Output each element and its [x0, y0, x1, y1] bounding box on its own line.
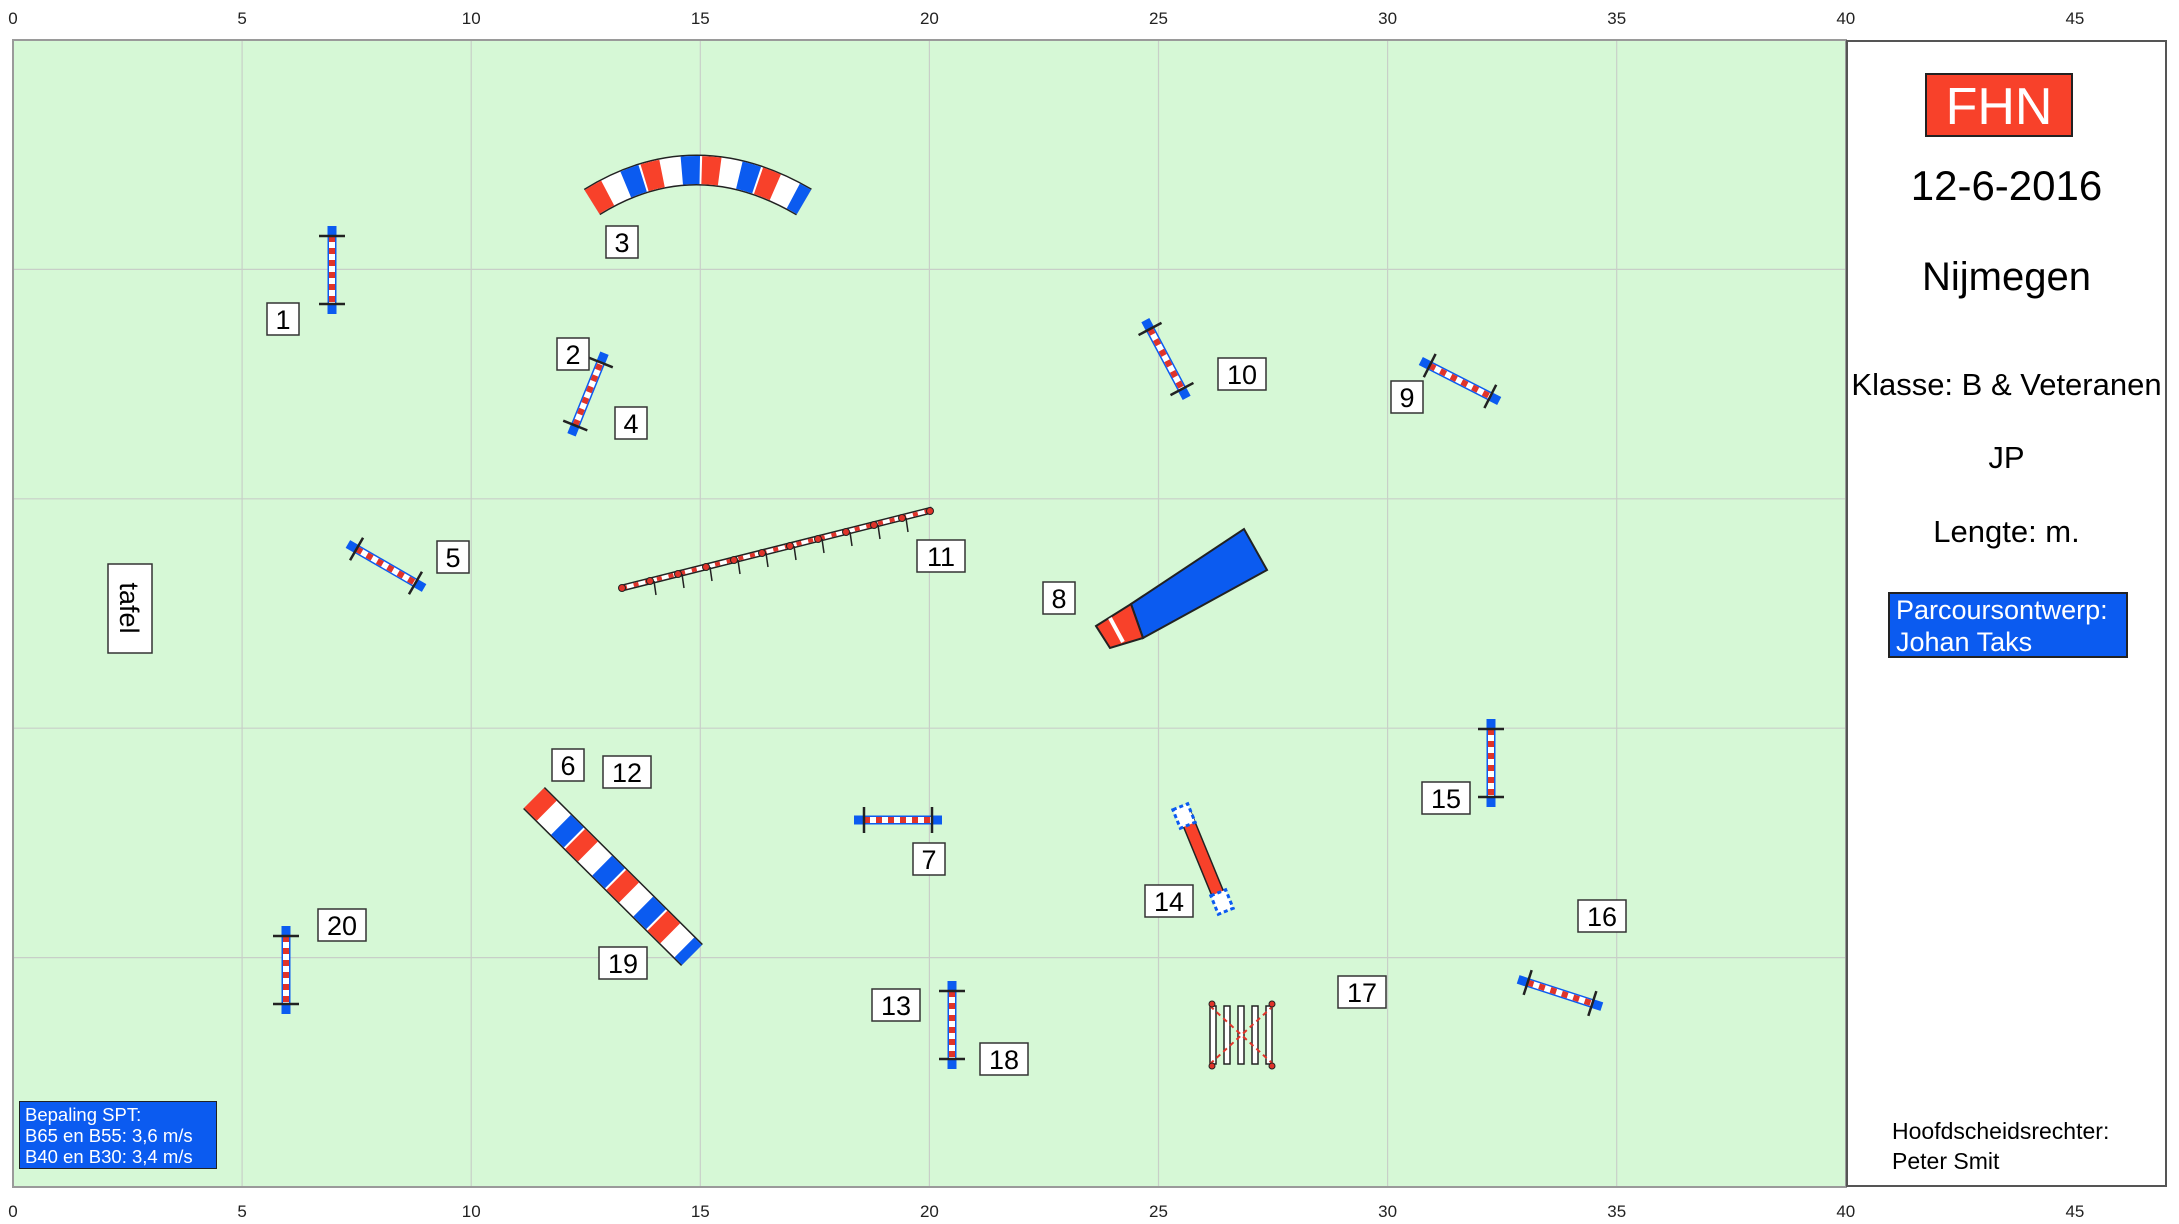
obstacle-number-text: 12 — [612, 758, 642, 788]
walk-19[interactable] — [523, 787, 703, 966]
obstacle-number-13: 13 — [871, 988, 921, 1022]
course-type-text: JP — [1988, 440, 2025, 475]
location-text: Nijmegen — [1922, 255, 2091, 299]
bottom-axis-tick-label: 5 — [237, 1202, 246, 1221]
obstacle-number-text: 1 — [275, 305, 290, 335]
obstacle-number-1: 1 — [266, 302, 300, 336]
top-axis-tick-label: 30 — [1378, 9, 1397, 28]
spt-title: Bepaling SPT: — [25, 1104, 142, 1125]
bottom-axis-tick-label: 35 — [1607, 1202, 1626, 1221]
obstacle-number-6: 6 — [551, 748, 585, 782]
info-panel: FHN 12-6-2016 Nijmegen Klasse: B & Veter… — [1846, 40, 2167, 1187]
bottom-axis-tick-label: 10 — [462, 1202, 481, 1221]
obstacle-number-4: 4 — [614, 406, 648, 440]
obstacle-number-5: 5 — [436, 540, 470, 574]
spt-box: Bepaling SPT: B65 en B55: 3,6 m/s B40 en… — [19, 1101, 217, 1169]
obstacle-number-11: 11 — [916, 539, 966, 573]
obstacle-number-text: 3 — [614, 228, 629, 258]
obstacle-number-text: 8 — [1051, 584, 1066, 614]
weave-17[interactable] — [1208, 1000, 1276, 1070]
judge-block: Hoofdscheidsrechter: Peter Smit — [1892, 1116, 2109, 1176]
obstacle-number-text: 20 — [327, 911, 357, 941]
obstacle-number-text: 13 — [881, 991, 911, 1021]
top-axis: 0 5 10 15 20 25 30 35 40 45 — [8, 9, 2084, 28]
top-axis-tick-label: 25 — [1149, 9, 1168, 28]
obstacle-number-text: 11 — [927, 542, 955, 572]
bottom-axis-tick-label: 25 — [1149, 1202, 1168, 1221]
obstacle-number-19: 19 — [598, 946, 648, 980]
top-axis-tick-label: 0 — [8, 9, 17, 28]
obstacle-number-text: 17 — [1347, 978, 1377, 1008]
bottom-axis-tick-label: 15 — [691, 1202, 710, 1221]
obstacle-number-text: 6 — [560, 751, 575, 781]
bottom-axis-tick-label: 20 — [920, 1202, 939, 1221]
grid-lines — [14, 41, 1845, 1186]
length-text: Lengte: m. — [1933, 514, 2080, 549]
date-text: 12-6-2016 — [1910, 162, 2103, 209]
tunnel-8[interactable] — [1094, 527, 1269, 650]
obstacle-number-14: 14 — [1144, 884, 1194, 918]
long-jump-11[interactable] — [618, 506, 934, 596]
top-axis-tick-label: 10 — [462, 9, 481, 28]
obstacle-number-17: 17 — [1337, 975, 1387, 1009]
designer-box: Parcoursontwerp: Johan Taks — [1888, 592, 2128, 658]
obstacle-number-7: 7 — [912, 842, 946, 876]
designer-title: Parcoursontwerp: — [1896, 595, 2108, 625]
bottom-axis-tick-label: 45 — [2065, 1202, 2084, 1221]
bottom-axis-tick-label: 0 — [8, 1202, 17, 1221]
table-tafel[interactable]: tafel — [107, 563, 153, 654]
obstacle-number-text: 15 — [1431, 784, 1461, 814]
tire-14[interactable] — [1170, 801, 1236, 917]
bottom-axis-tick-label: 40 — [1836, 1202, 1855, 1221]
obstacle-number-text: 7 — [921, 845, 936, 875]
obstacle-number-text: 9 — [1399, 383, 1414, 413]
brand-badge: FHN — [1925, 73, 2073, 137]
obstacle-number-text: 4 — [623, 409, 638, 439]
bottom-axis-tick-label: 30 — [1378, 1202, 1397, 1221]
obstacle-number-text: 10 — [1227, 360, 1257, 390]
obstacle-number-15: 15 — [1421, 781, 1471, 815]
judge-name: Peter Smit — [1892, 1148, 2000, 1174]
top-axis-tick-label: 40 — [1836, 9, 1855, 28]
obstacle-number-text: 2 — [565, 340, 580, 370]
top-axis-tick-label: 15 — [691, 9, 710, 28]
obstacle-number-text: 14 — [1154, 887, 1184, 917]
obstacle-number-20: 20 — [317, 908, 367, 942]
obstacle-number-18: 18 — [979, 1042, 1029, 1076]
obstacle-number-10: 10 — [1217, 357, 1267, 391]
top-axis-tick-label: 5 — [237, 9, 246, 28]
obstacle-number-12: 12 — [602, 755, 652, 789]
obstacle-number-9: 9 — [1390, 380, 1424, 414]
top-axis-tick-label: 35 — [1607, 9, 1626, 28]
spt-line-2: B40 en B30: 3,4 m/s — [25, 1146, 193, 1167]
class-text: Klasse: B & Veteranen — [1851, 367, 2162, 402]
spt-line-1: B65 en B55: 3,6 m/s — [25, 1125, 193, 1146]
obstacle-number-8: 8 — [1042, 581, 1076, 615]
bottom-axis: 0 5 10 15 20 25 30 35 40 45 — [8, 1202, 2084, 1221]
obstacle-number-3: 3 — [605, 225, 639, 259]
top-axis-tick-label: 20 — [920, 9, 939, 28]
judge-title: Hoofdscheidsrechter: — [1892, 1118, 2110, 1144]
top-axis-tick-label: 45 — [2065, 9, 2084, 28]
obstacle-number-16: 16 — [1577, 899, 1627, 933]
obstacle-number-text: 18 — [989, 1045, 1019, 1075]
tunnel-3[interactable] — [583, 154, 812, 216]
obstacle-number-text: 5 — [445, 543, 460, 573]
obstacle-number-text: 19 — [608, 949, 638, 979]
designer-name: Johan Taks — [1896, 627, 2033, 657]
table-label: tafel — [114, 582, 144, 633]
obstacle-number-2: 2 — [556, 337, 590, 371]
obstacle-number-text: 16 — [1587, 902, 1617, 932]
